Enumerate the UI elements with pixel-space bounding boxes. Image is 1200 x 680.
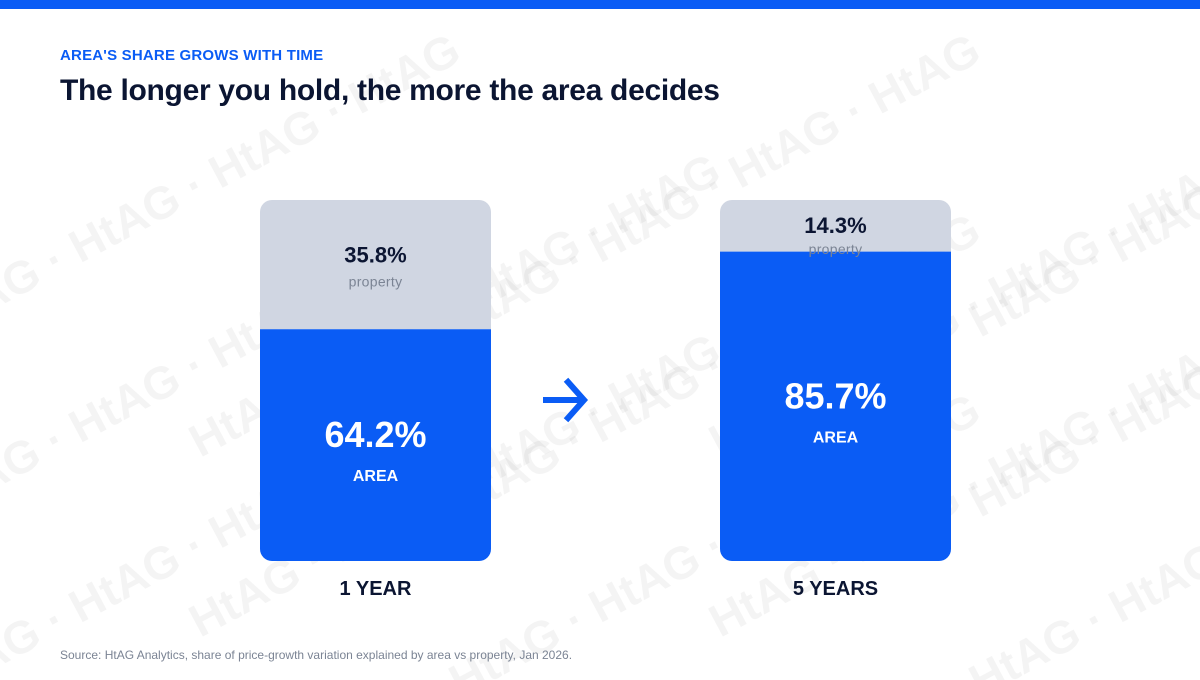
data-label-area-value: 64.2% [324,414,426,455]
data-label-property-name: property [349,274,403,290]
arrow-right-icon [543,377,589,423]
source-note: Source: HtAG Analytics, share of price-g… [60,648,573,662]
chart-title: The longer you hold, the more the area d… [60,74,720,107]
bar-segment-area [720,251,951,561]
x-tick-label: 1 YEAR [340,578,412,600]
x-tick-label: 5 YEARS [793,578,878,600]
bar-segment-property [720,200,951,252]
bar-segment-area [260,329,491,561]
data-label-area-name: AREA [353,468,399,485]
bar-segment-property [260,200,491,330]
data-label-area-value: 85.7% [784,375,886,416]
chart-eyebrow: AREA'S SHARE GROWS WITH TIME [60,47,324,64]
data-label-property-value: 14.3% [804,213,866,238]
data-label-property-name: property [809,241,863,257]
data-label-property-value: 35.8% [344,243,406,268]
data-label-area-name: AREA [813,429,859,446]
top-accent-bar [0,0,1200,9]
